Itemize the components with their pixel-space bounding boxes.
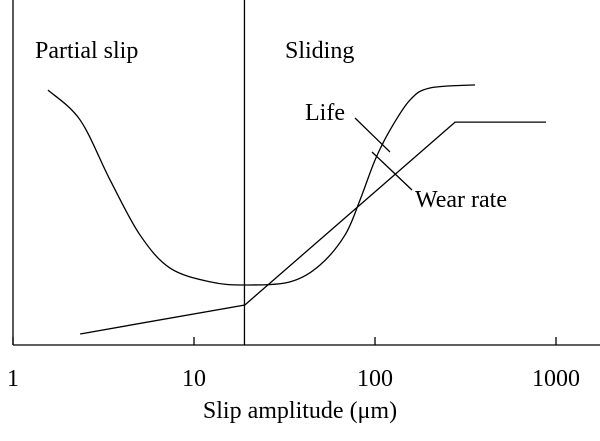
leader-line (354, 117, 391, 153)
x-tick-label: 10 (182, 366, 206, 392)
series-line (80, 121, 547, 335)
leader-line (371, 151, 413, 191)
annotation: Sliding (285, 38, 354, 64)
annotation: Wear rate (415, 187, 507, 213)
x-tick-label: 100 (357, 366, 393, 392)
series-line (47, 84, 476, 286)
x-tick-label: 1000 (532, 366, 580, 392)
annotation: Life (305, 100, 345, 126)
annotation: Partial slip (35, 38, 138, 64)
x-tick-label: 1 (7, 366, 19, 392)
x-axis-label: Slip amplitude (μm) (203, 398, 397, 424)
